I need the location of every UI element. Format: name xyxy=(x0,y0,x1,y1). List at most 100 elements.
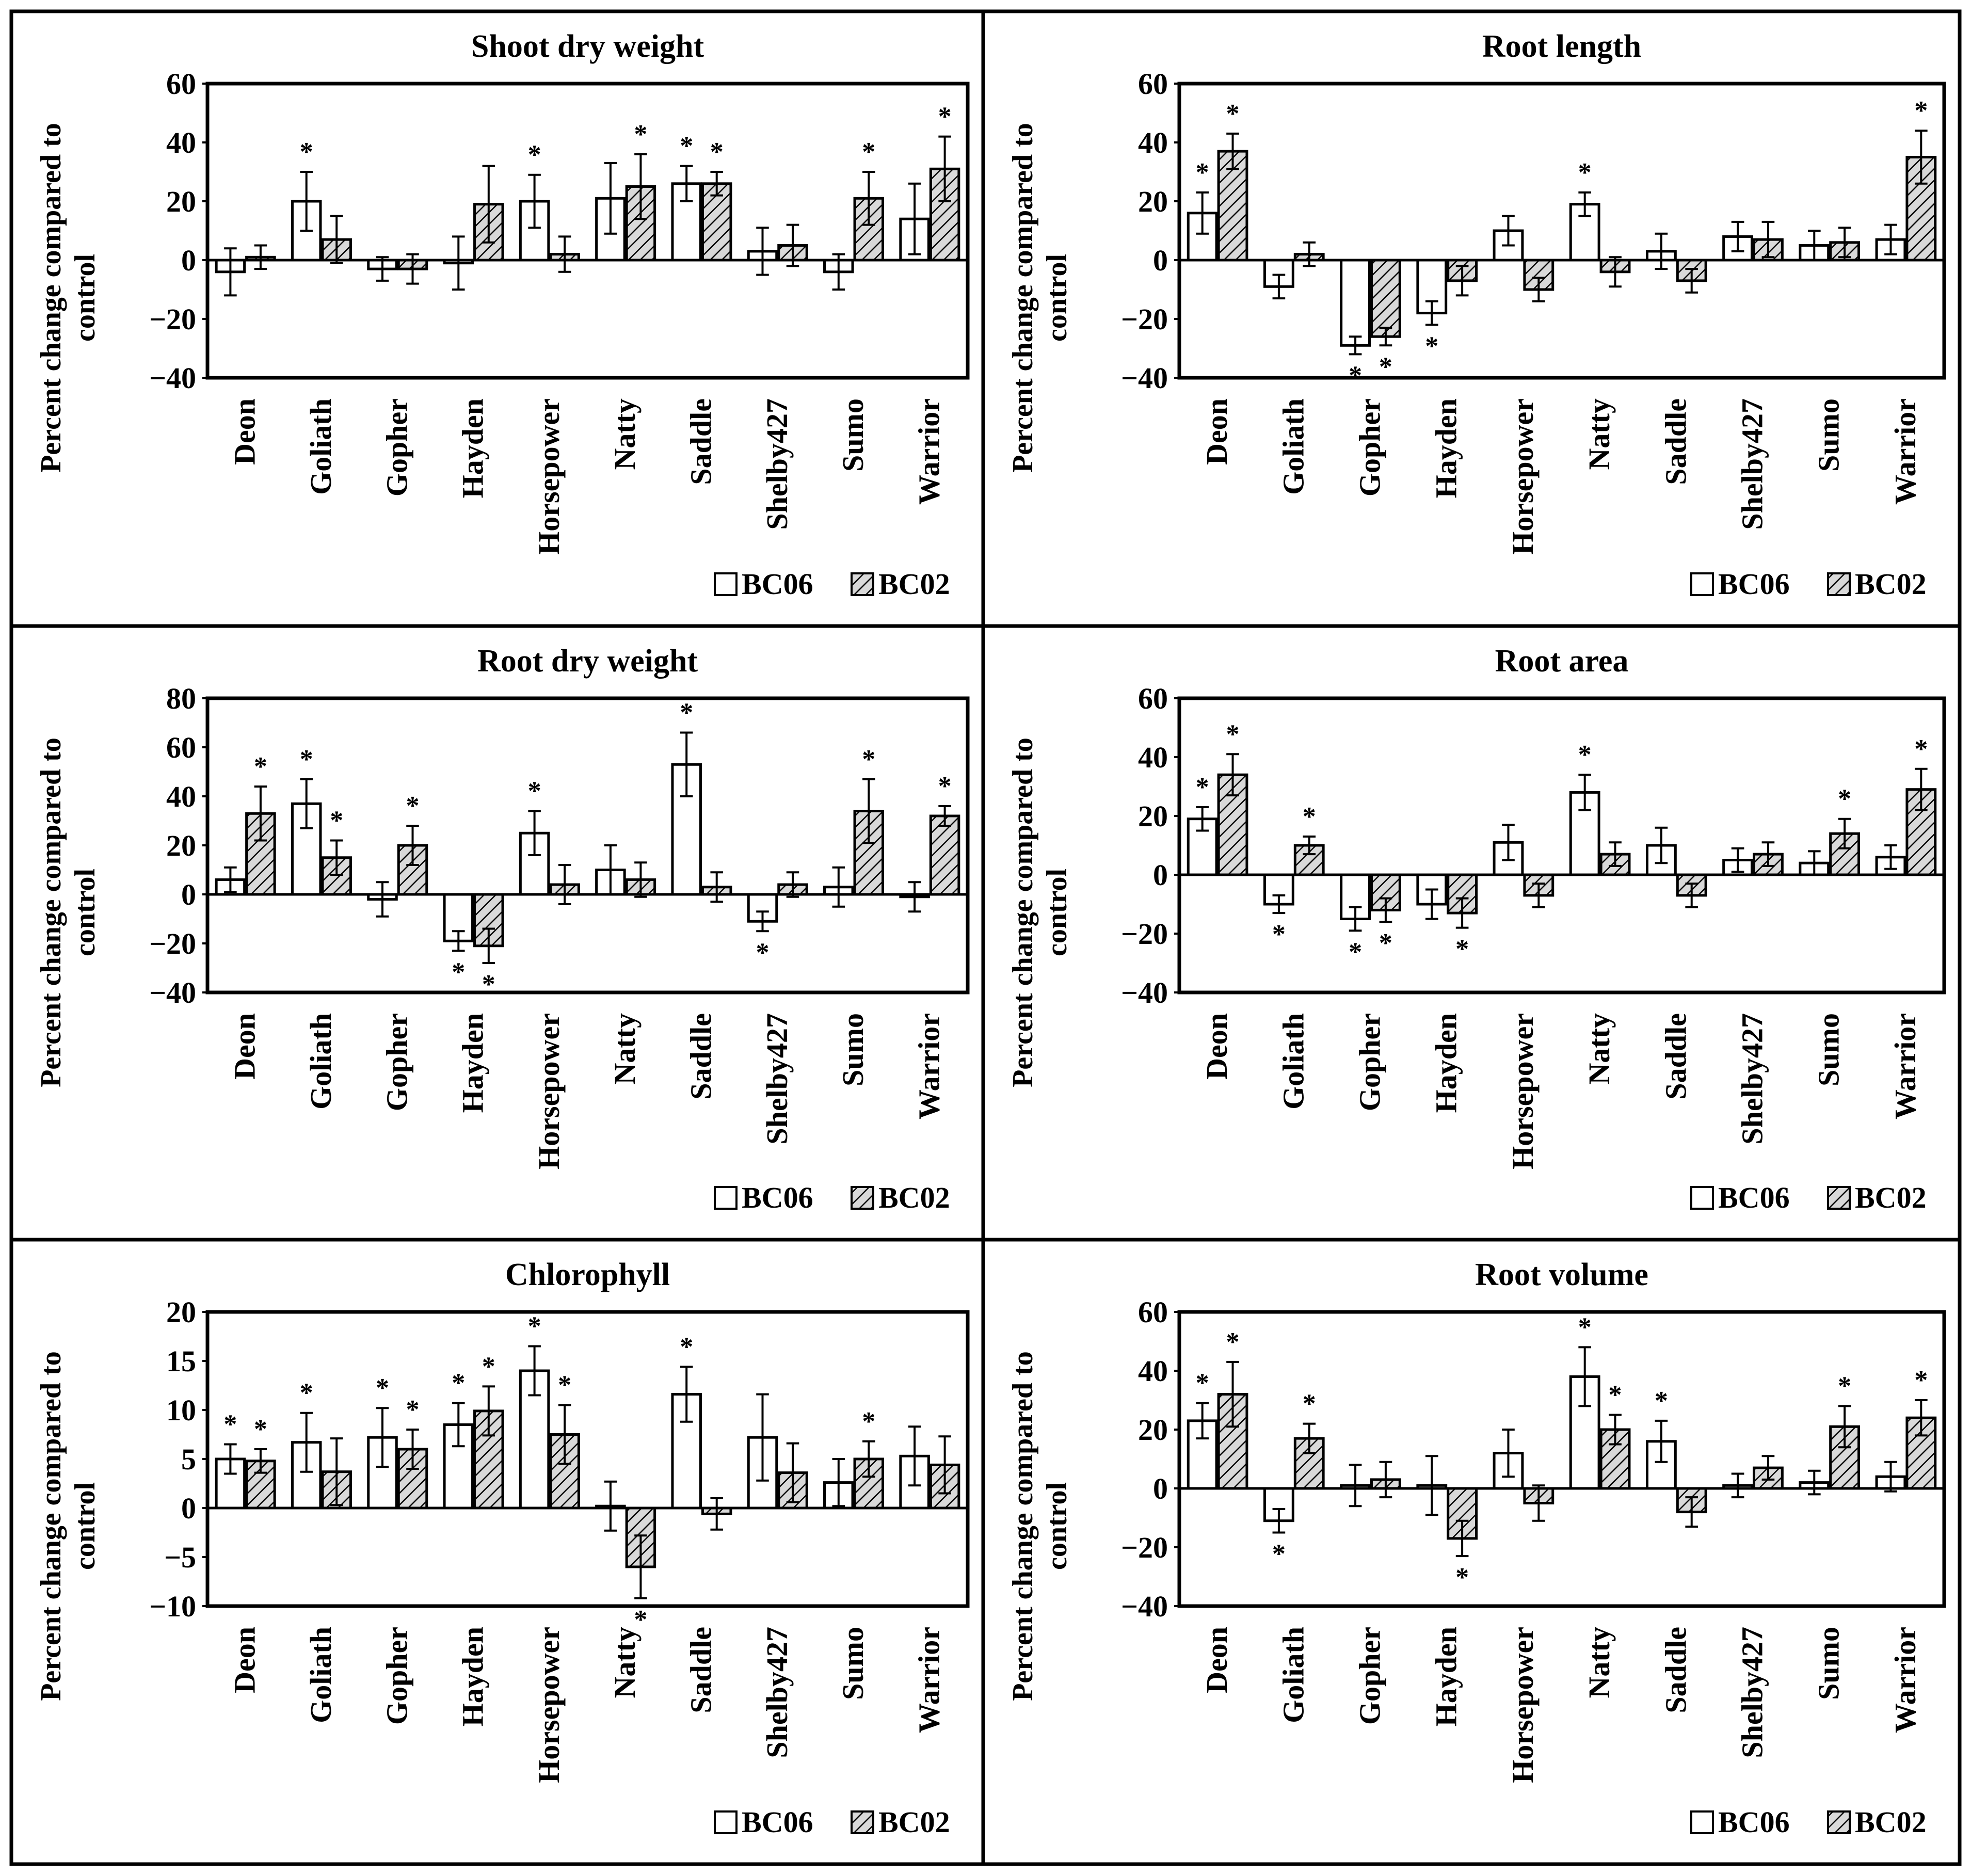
significance-star: * xyxy=(862,1407,875,1436)
chart-root-length: Root length Percent change compared tocon… xyxy=(1007,29,1946,601)
significance-star: * xyxy=(528,140,541,170)
plot-frame xyxy=(205,696,970,995)
significance-star: * xyxy=(862,137,875,167)
legend-label-bc02: BC02 xyxy=(878,1181,950,1214)
plot-frame xyxy=(1177,696,1946,995)
y-tick-label: 0 xyxy=(181,1492,196,1525)
y-tick-label: −10 xyxy=(149,1590,196,1623)
y-tick-label: −20 xyxy=(149,927,196,960)
significance-star: * xyxy=(1272,1540,1286,1569)
bar-bc06-saddle xyxy=(671,182,702,262)
chart-shoot-dry-weight: Shoot dry weight Percent change compared … xyxy=(35,29,970,601)
category-label-saddle: Saddle xyxy=(684,1627,717,1713)
significance-star: * xyxy=(406,1395,420,1424)
significance-star: * xyxy=(452,1369,465,1398)
significance-star: * xyxy=(1226,1327,1240,1357)
category-label-shelby427: Shelby427 xyxy=(760,1013,794,1145)
y-tick-label: 0 xyxy=(181,878,196,911)
legend-label-bc02: BC02 xyxy=(878,567,950,601)
legend-swatch-bc02 xyxy=(851,572,874,596)
y-axis-label-line: control xyxy=(69,1482,101,1570)
significance-star: * xyxy=(1914,734,1928,764)
category-label-gopher: Gopher xyxy=(380,1013,413,1111)
y-tick-label: 0 xyxy=(1153,244,1168,277)
category-label-shelby427: Shelby427 xyxy=(1736,1627,1769,1758)
legend-swatch-bc02 xyxy=(1827,572,1851,596)
y-axis-label: Percent change compared tocontrol xyxy=(35,123,101,473)
y-axis-label-line: control xyxy=(1041,1482,1073,1570)
y-tick-label: 10 xyxy=(166,1393,196,1427)
significance-star: * xyxy=(376,1373,389,1403)
legend-label-bc06: BC06 xyxy=(1718,567,1790,601)
plot-frame xyxy=(205,1310,970,1608)
category-label-sumo: Sumo xyxy=(1812,1013,1846,1086)
legend-swatch-bc02 xyxy=(851,1810,874,1834)
y-tick-label: 20 xyxy=(1138,1413,1168,1447)
y-tick-label: −40 xyxy=(149,361,196,395)
y-tick-label: −5 xyxy=(164,1541,196,1574)
legend-label-bc02: BC02 xyxy=(878,1805,950,1839)
significance-star: * xyxy=(634,120,647,149)
plot-frame xyxy=(205,82,970,380)
bar-bc06-deon xyxy=(1187,817,1218,876)
y-tick-label: −20 xyxy=(1121,917,1168,951)
significance-star: * xyxy=(254,1415,267,1444)
category-label-sumo: Sumo xyxy=(836,1627,870,1700)
legend-label-bc02: BC02 xyxy=(1855,1805,1927,1839)
y-axis-label-line: Percent change compared to xyxy=(1007,737,1039,1087)
category-label-horsepower: Horsepower xyxy=(532,1013,566,1169)
significance-star: * xyxy=(1914,1366,1928,1395)
significance-star: * xyxy=(223,1410,237,1439)
legend-swatch-bc06 xyxy=(1690,572,1714,596)
category-label-horsepower: Horsepower xyxy=(1506,1013,1540,1169)
significance-star: * xyxy=(1838,784,1851,814)
significance-star: * xyxy=(1196,773,1209,802)
category-label-hayden: Hayden xyxy=(1430,1013,1463,1113)
significance-star: * xyxy=(862,745,875,774)
significance-star: * xyxy=(756,938,769,967)
legend-label-bc06: BC06 xyxy=(742,1181,813,1214)
y-axis-label-line: Percent change compared to xyxy=(35,737,67,1087)
significance-star: * xyxy=(254,752,267,781)
y-tick-label: 20 xyxy=(1138,185,1168,218)
category-label-natty: Natty xyxy=(608,1627,642,1698)
significance-star: * xyxy=(680,1332,693,1361)
category-label-gopher: Gopher xyxy=(1353,1627,1387,1725)
bar-bc06-saddle xyxy=(671,1393,702,1510)
legend-label-bc06: BC06 xyxy=(742,567,813,601)
y-axis-label-line: control xyxy=(69,869,101,956)
category-label-goliath: Goliath xyxy=(304,1627,338,1723)
y-tick-label: 20 xyxy=(1138,799,1168,833)
y-tick-label: 20 xyxy=(166,829,196,862)
y-tick-label: 0 xyxy=(181,244,196,277)
category-label-warrior: Warrior xyxy=(1888,1013,1922,1119)
category-label-shelby427: Shelby427 xyxy=(1736,1013,1769,1145)
y-axis-label-line: control xyxy=(1041,254,1073,342)
significance-star: * xyxy=(680,698,693,728)
category-label-goliath: Goliath xyxy=(1276,1013,1310,1110)
legend-swatch-bc02 xyxy=(851,1186,874,1210)
significance-star: * xyxy=(1349,937,1362,967)
category-label-goliath: Goliath xyxy=(1276,398,1310,495)
category-label-saddle: Saddle xyxy=(1659,1627,1692,1713)
category-label-deon: Deon xyxy=(1200,1627,1233,1693)
category-label-gopher: Gopher xyxy=(1353,1013,1387,1111)
y-tick-label: 15 xyxy=(166,1344,196,1378)
category-label-sumo: Sumo xyxy=(836,398,870,472)
category-label-deon: Deon xyxy=(228,398,262,465)
category-label-hayden: Hayden xyxy=(456,398,490,498)
panel-borders xyxy=(9,9,1962,1866)
y-tick-label: 60 xyxy=(166,731,196,764)
y-tick-label: −20 xyxy=(149,302,196,336)
y-tick-label: 0 xyxy=(1153,1472,1168,1505)
significance-star: * xyxy=(528,777,541,806)
y-tick-label: −40 xyxy=(1121,1590,1168,1623)
legend-swatch-bc06 xyxy=(1690,1810,1714,1834)
charts-layer: Shoot dry weight Percent change compared … xyxy=(35,29,1946,1839)
y-tick-label: 60 xyxy=(1138,682,1168,715)
significance-star: * xyxy=(300,745,313,774)
y-tick-label: 20 xyxy=(166,1295,196,1329)
chart-title: Root dry weight xyxy=(477,644,698,679)
category-label-natty: Natty xyxy=(608,398,642,470)
category-label-warrior: Warrior xyxy=(912,1627,946,1733)
